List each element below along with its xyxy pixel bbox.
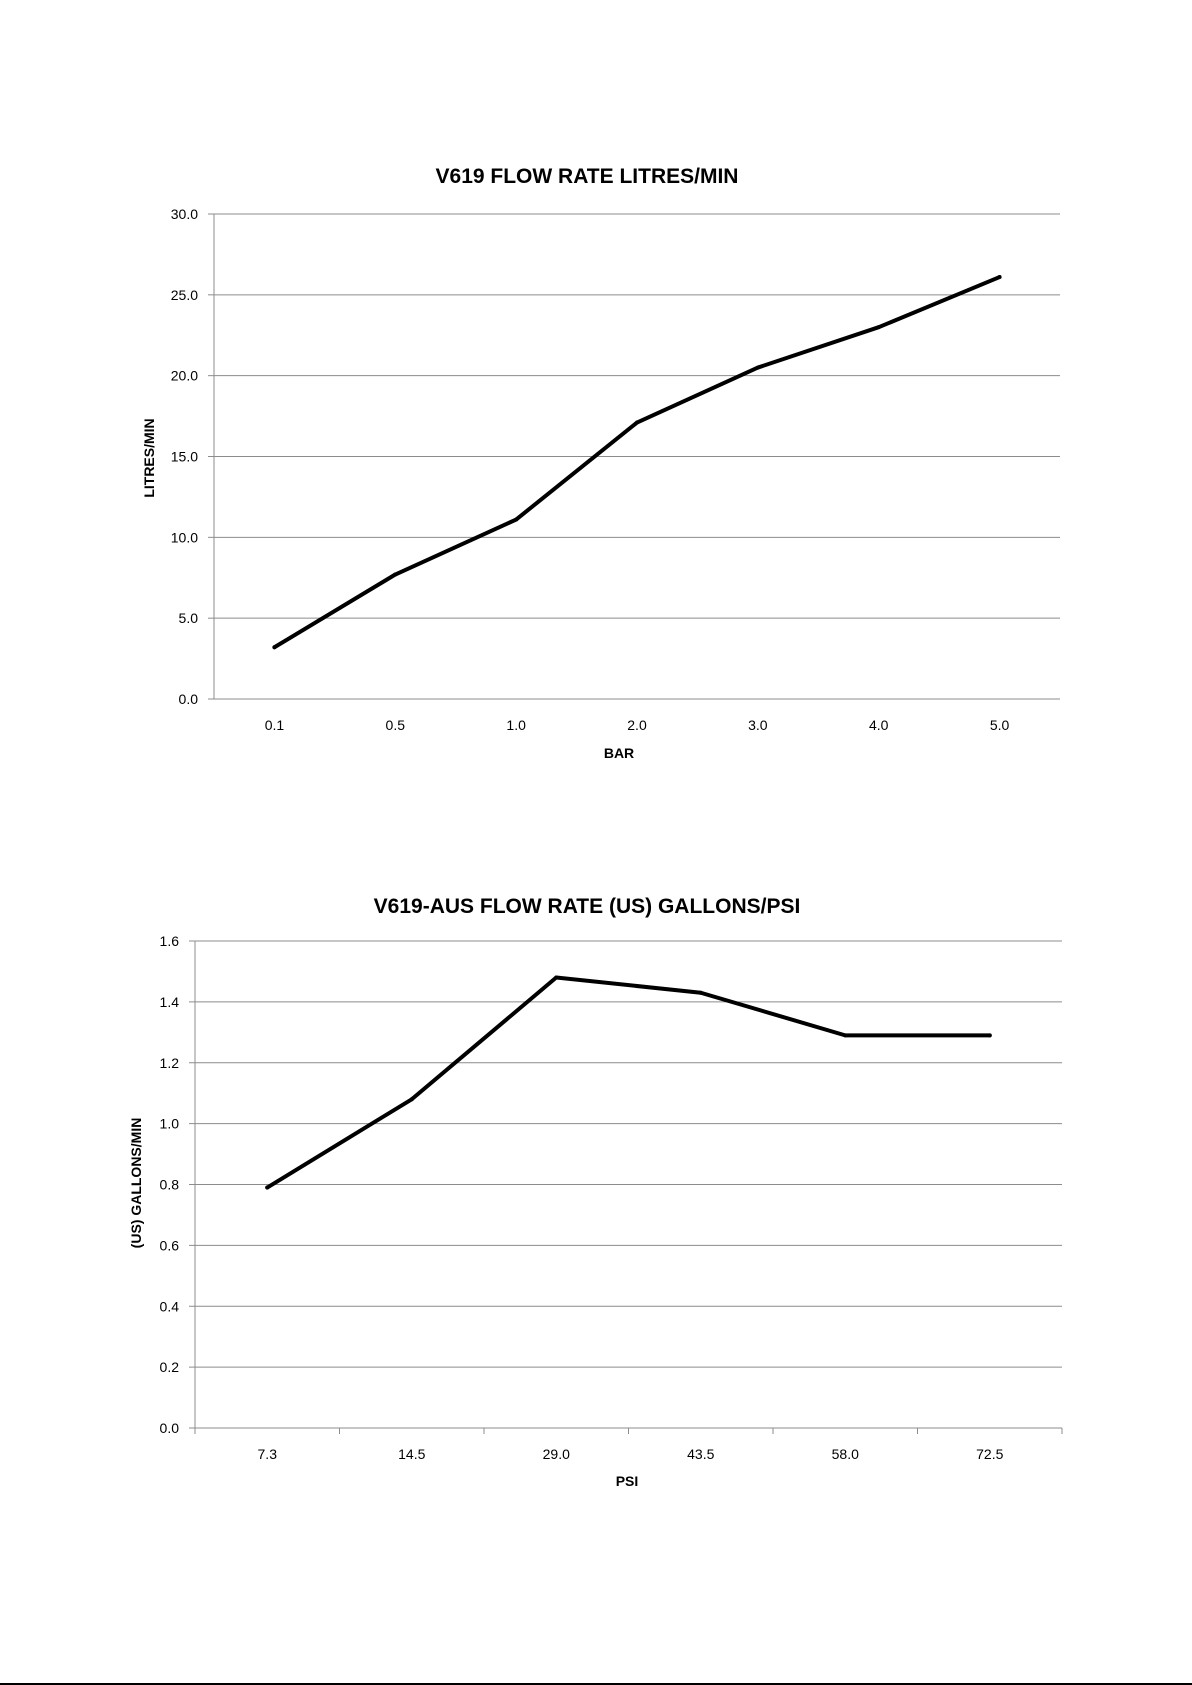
data-point: [843, 1033, 848, 1038]
y-tick-labels: 0.0 0.2 0.4 0.6 0.8 1.0 1.2 1.4 1.6: [160, 933, 180, 1436]
x-tick-label: 7.3: [258, 1446, 278, 1462]
x-tick-label: 0.1: [265, 717, 285, 733]
x-tick-label: 5.0: [990, 717, 1010, 733]
data-point: [876, 325, 881, 330]
y-tick-label: 1.2: [160, 1055, 180, 1071]
data-points: [272, 275, 1002, 650]
x-tick-label: 29.0: [543, 1446, 570, 1462]
series-line: [272, 275, 1002, 650]
data-point: [393, 572, 398, 577]
data-point: [987, 1033, 992, 1038]
gridlines: [189, 940, 1062, 1429]
x-tick-label: 58.0: [832, 1446, 859, 1462]
x-tick-label: 0.5: [386, 717, 406, 733]
data-point: [409, 1097, 414, 1102]
x-tick-label: 43.5: [687, 1446, 714, 1462]
chart-title: V619 FLOW RATE LITRES/MIN: [436, 165, 739, 188]
gridlines: [208, 213, 1060, 700]
chart-title: V619-AUS FLOW RATE (US) GALLONS/PSI: [374, 895, 801, 918]
y-tick-labels: 0.0 5.0 10.0 15.0 20.0 25.0 30.0: [171, 206, 198, 707]
x-tick-label: 14.5: [398, 1446, 425, 1462]
data-point: [698, 990, 703, 995]
y-tick-label: 30.0: [171, 206, 198, 222]
chart-flow-rate-litres: V619 FLOW RATE LITRES/MIN BAR LITRES/MIN…: [141, 165, 1060, 761]
x-tick-label: 4.0: [869, 717, 889, 733]
page-bottom-rule: [0, 1683, 1192, 1685]
y-tick-label: 1.6: [160, 933, 180, 949]
x-tick-labels: 7.3 14.5 29.0 43.5 58.0 72.5: [258, 1446, 1004, 1462]
x-tick-label: 2.0: [627, 717, 647, 733]
data-points: [265, 975, 992, 1190]
y-tick-label: 20.0: [171, 368, 198, 384]
data-point: [265, 1185, 270, 1190]
y-axis-label: (US) GALLONS/MIN: [128, 1118, 144, 1249]
y-tick-label: 5.0: [179, 610, 199, 626]
y-tick-label: 25.0: [171, 287, 198, 303]
x-tick-label: 72.5: [976, 1446, 1003, 1462]
y-tick-label: 15.0: [171, 449, 198, 465]
y-tick-label: 0.4: [160, 1298, 180, 1314]
series-line: [265, 975, 992, 1190]
y-tick-label: 1.4: [160, 994, 180, 1010]
data-point: [997, 275, 1002, 280]
x-tick-label: 1.0: [506, 717, 526, 733]
y-tick-label: 0.0: [160, 1420, 180, 1436]
y-tick-label: 1.0: [160, 1116, 180, 1132]
y-tick-label: 10.0: [171, 529, 198, 545]
y-tick-label: 0.8: [160, 1177, 180, 1193]
x-axis-label: BAR: [604, 745, 634, 761]
x-tick-marks: [194, 1428, 1063, 1434]
x-axis-label: PSI: [616, 1473, 639, 1489]
y-tick-label: 0.2: [160, 1359, 180, 1375]
x-tick-labels: 0.1 0.5 1.0 2.0 3.0 4.0 5.0: [265, 717, 1010, 733]
data-point: [272, 645, 277, 650]
data-point: [635, 420, 639, 425]
data-point: [554, 975, 559, 980]
y-tick-label: 0.0: [179, 691, 199, 707]
y-axis-label: LITRES/MIN: [141, 418, 157, 497]
y-tick-label: 0.6: [160, 1237, 180, 1253]
data-point: [755, 365, 760, 370]
data-point: [514, 517, 519, 522]
x-tick-label: 3.0: [748, 717, 768, 733]
chart-flow-rate-gallons: V619-AUS FLOW RATE (US) GALLONS/PSI PSI …: [128, 895, 1063, 1489]
